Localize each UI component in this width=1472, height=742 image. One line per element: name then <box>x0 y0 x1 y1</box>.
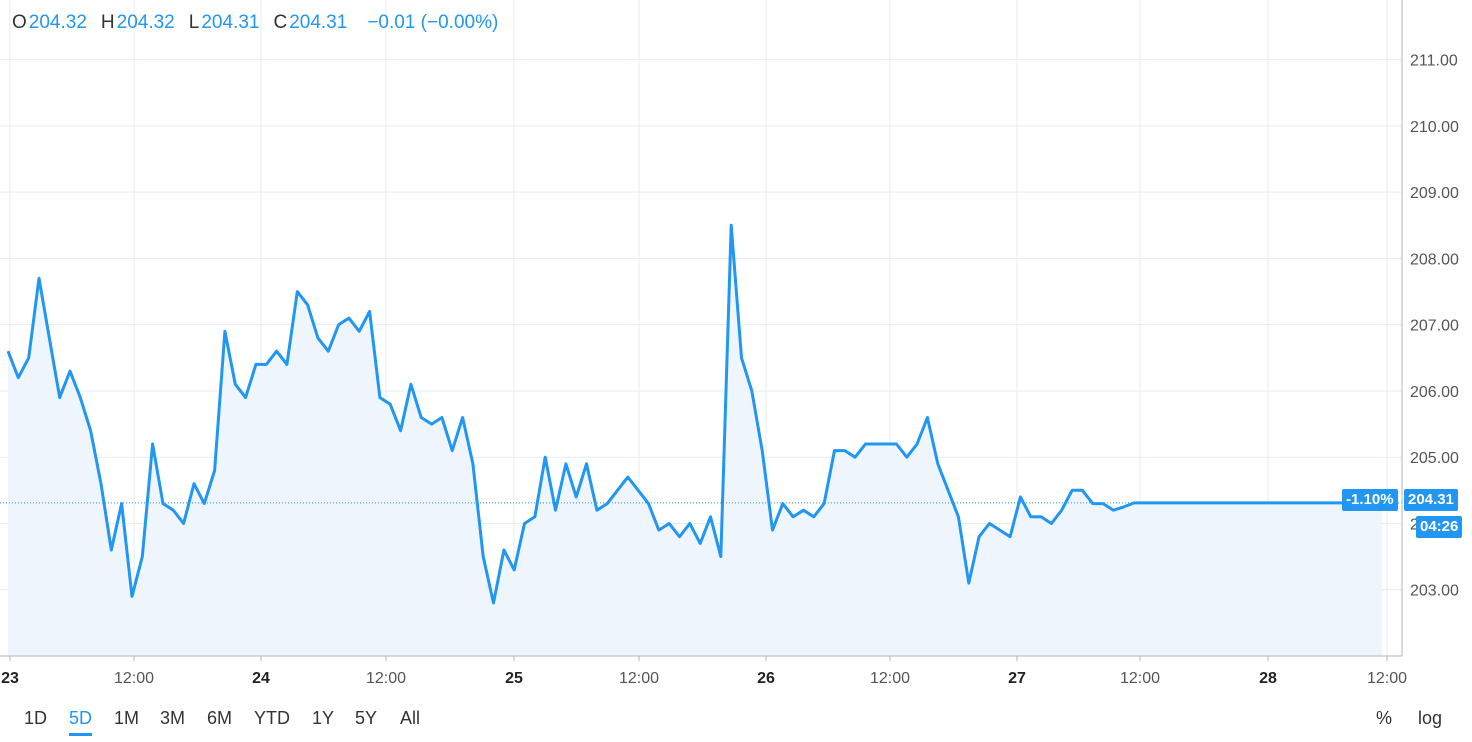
time-tick-label: 24 <box>252 670 270 687</box>
open-label: O <box>12 12 27 33</box>
percent-change-tag: -1.10% <box>1342 489 1398 511</box>
log-scale-toggle[interactable]: log <box>1418 708 1443 728</box>
range-1d-button[interactable]: 1D <box>24 708 48 728</box>
price-chart[interactable]: 203.00204.00205.00206.00207.00208.00209.… <box>0 0 1472 698</box>
price-tick-label: 209.00 <box>1410 185 1459 202</box>
percent-scale-toggle[interactable]: % <box>1376 708 1393 728</box>
price-tick-label: 211.00 <box>1410 53 1458 70</box>
range-all-button[interactable]: All <box>400 708 421 728</box>
time-tick-label: 27 <box>1008 670 1026 687</box>
ohlc-legend: O 204.32 H 204.32 L 204.31 C 204.31 −0.0… <box>12 12 498 34</box>
close-value: 204.31 <box>289 12 348 33</box>
time-tick-label: 12:00 <box>366 670 406 687</box>
price-tick-label: 210.00 <box>1410 119 1459 136</box>
high-label: H <box>100 12 115 33</box>
price-tick-label: 203.00 <box>1410 583 1459 600</box>
countdown-tag: 04:26 <box>1416 516 1463 538</box>
time-tick-label: 12:00 <box>870 670 910 687</box>
range-5y-button[interactable]: 5Y <box>355 708 378 728</box>
open-value: 204.32 <box>28 12 87 33</box>
time-tick-label: 12:00 <box>114 670 154 687</box>
price-tick-label: 206.00 <box>1410 384 1459 401</box>
time-tick-label: 28 <box>1259 670 1277 687</box>
low-value: 204.31 <box>201 12 260 33</box>
range-selector-bar: 1D 5D 1M 3M 6M YTD 1Y 5Y All % log <box>0 698 1472 742</box>
price-area-fill <box>8 225 1382 657</box>
price-tick-label: 205.00 <box>1410 450 1459 467</box>
time-tick-label: 12:00 <box>1120 670 1160 687</box>
price-tick-label: 207.00 <box>1410 318 1459 335</box>
range-1m-button[interactable]: 1M <box>114 708 140 728</box>
range-ytd-button[interactable]: YTD <box>254 708 290 728</box>
close-label: C <box>273 12 288 33</box>
time-tick-label: 26 <box>757 670 775 687</box>
time-tick-label: 12:00 <box>1367 670 1407 687</box>
time-tick-label: 12:00 <box>619 670 659 687</box>
range-5d-button[interactable]: 5D <box>69 708 93 736</box>
time-tick-label: 23 <box>1 670 19 687</box>
range-1y-button[interactable]: 1Y <box>312 708 335 728</box>
high-value: 204.32 <box>116 12 175 33</box>
last-price-tag: 204.31 <box>1404 489 1458 511</box>
range-6m-button[interactable]: 6M <box>207 708 233 728</box>
range-3m-button[interactable]: 3M <box>160 708 186 728</box>
low-label: L <box>188 12 200 33</box>
time-axis: 23 12:00 24 12:00 25 12:00 26 12:00 27 12:00 28 12:… <box>1 656 1407 687</box>
time-tick-label: 25 <box>505 670 523 687</box>
change-value: −0.01 (−0.00%) <box>367 12 499 33</box>
price-tick-label: 208.00 <box>1410 251 1459 268</box>
